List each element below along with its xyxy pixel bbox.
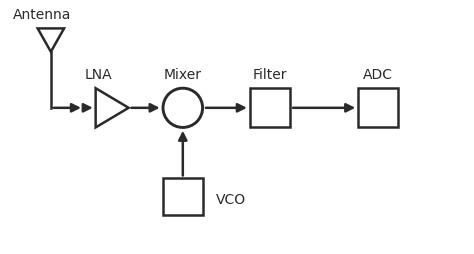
Bar	[250, 89, 290, 128]
Bar	[163, 179, 203, 215]
Bar	[358, 89, 398, 128]
Text: LNA: LNA	[84, 68, 112, 81]
Text: VCO: VCO	[216, 192, 246, 206]
Text: Mixer: Mixer	[164, 68, 202, 81]
Text: ADC: ADC	[364, 68, 393, 81]
Text: Antenna: Antenna	[13, 8, 72, 22]
Text: Filter: Filter	[253, 68, 287, 81]
